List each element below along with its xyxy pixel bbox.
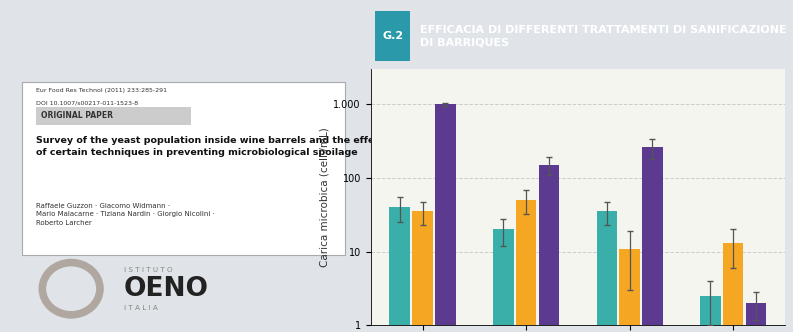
Text: OENO: OENO — [124, 276, 209, 302]
Bar — [642, 147, 663, 332]
Text: Eur Food Res Technol (2011) 233:285-291: Eur Food Res Technol (2011) 233:285-291 — [36, 88, 167, 93]
Bar — [700, 296, 721, 332]
Text: I T A L I A: I T A L I A — [124, 305, 158, 311]
Text: EFFICACIA DI DIFFERENTI TRATTAMENTI DI SANIFICAZIONE
DI BARRIQUES: EFFICACIA DI DIFFERENTI TRATTAMENTI DI S… — [420, 25, 787, 47]
Bar — [538, 165, 559, 332]
Bar — [493, 229, 514, 332]
Bar — [745, 303, 766, 332]
Text: Survey of the yeast population inside wine barrels and the effects
of certain te: Survey of the yeast population inside wi… — [36, 136, 390, 156]
Y-axis label: Carica microbica (cell./mL): Carica microbica (cell./mL) — [320, 127, 329, 267]
Text: ORIGINAL PAPER: ORIGINAL PAPER — [41, 111, 113, 120]
Text: G.2: G.2 — [382, 31, 403, 41]
Bar — [723, 243, 744, 332]
Bar — [619, 249, 640, 332]
FancyBboxPatch shape — [375, 11, 410, 61]
Text: I S T I T U T O: I S T I T U T O — [124, 267, 172, 273]
FancyBboxPatch shape — [36, 107, 190, 124]
Bar — [389, 207, 410, 332]
Bar — [515, 200, 536, 332]
FancyBboxPatch shape — [22, 82, 345, 255]
Bar — [412, 211, 433, 332]
Bar — [435, 104, 455, 332]
Text: Raffaele Guzzon · Giacomo Widmann ·
Mario Malacarne · Tiziana Nardin · Giorgio N: Raffaele Guzzon · Giacomo Widmann · Mari… — [36, 203, 215, 226]
Text: DOI 10.1007/s00217-011-1523-8: DOI 10.1007/s00217-011-1523-8 — [36, 101, 138, 106]
Bar — [596, 211, 617, 332]
